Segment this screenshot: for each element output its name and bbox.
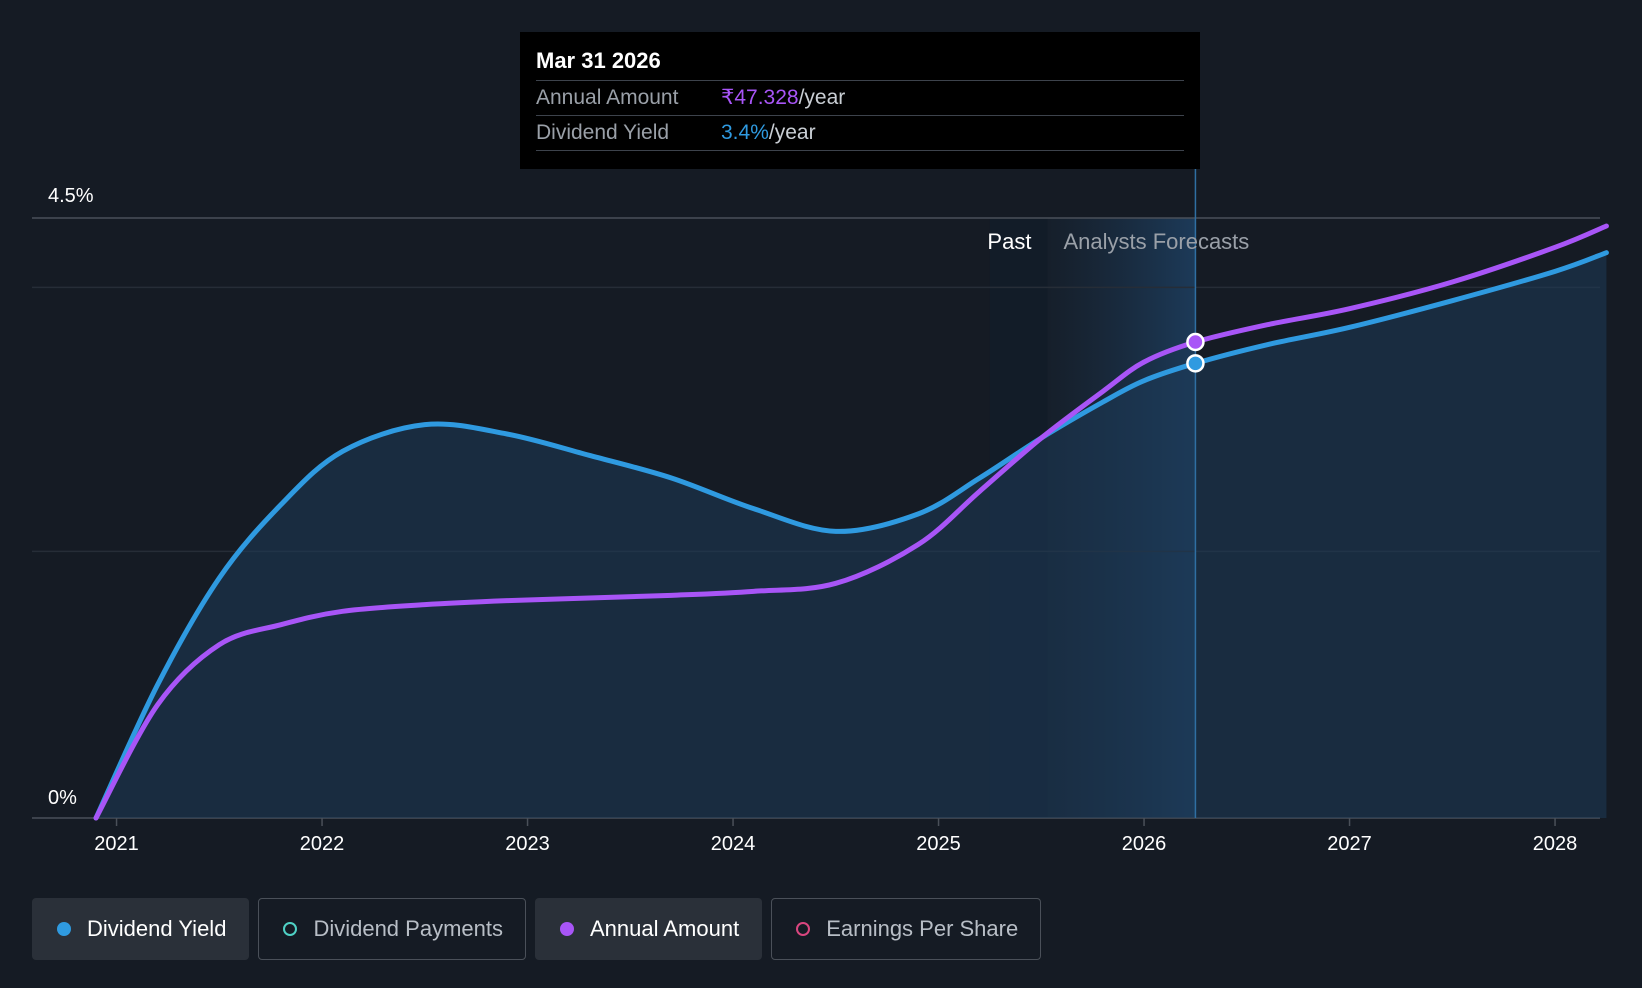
x-tick-label: 2021	[94, 833, 139, 855]
tooltip-row-dividend-yield: Dividend Yield 3.4% /year	[536, 115, 1184, 151]
tooltip-date: Mar 31 2026	[536, 48, 661, 73]
tooltip-label: Annual Amount	[536, 86, 679, 109]
legend-dividend-payments[interactable]: Dividend Payments	[258, 898, 526, 960]
legend-annual-amount[interactable]: Annual Amount	[534, 898, 763, 960]
x-tick-label: 2028	[1533, 833, 1578, 855]
x-tick-label: 2026	[1122, 833, 1167, 855]
legend-label: Dividend Yield	[87, 916, 227, 941]
x-tick-label: 2022	[300, 833, 345, 855]
legend-label: Annual Amount	[589, 916, 740, 941]
tooltip: Mar 31 2026 Annual Amount ₹47.328 /year …	[520, 32, 1200, 169]
y-tick-label-top: 4.5%	[48, 185, 94, 207]
tooltip-label: Dividend Yield	[536, 121, 670, 144]
x-axis: 2021 2022 2023 2024 2025 2026 2027 2028	[94, 818, 1577, 855]
past-label: Past	[987, 229, 1031, 254]
legend-label: Dividend Payments	[313, 916, 503, 941]
dividend-yield-line	[93, 250, 1609, 821]
tooltip-value: ₹47.328	[721, 86, 799, 109]
legend: Dividend Yield Dividend Payments Annual …	[32, 898, 1042, 960]
legend-label: Earnings Per Share	[826, 916, 1019, 941]
legend-dividend-yield[interactable]: Dividend Yield	[32, 898, 250, 960]
legend-dot-icon	[559, 922, 574, 936]
x-tick-label: 2025	[916, 833, 961, 855]
x-tick-label: 2027	[1327, 833, 1372, 855]
legend-dot-icon	[283, 922, 298, 936]
annual-amount-line	[93, 223, 1609, 821]
x-tick-label: 2024	[711, 833, 756, 855]
x-tick-label: 2023	[505, 833, 550, 855]
dividend-yield-area	[96, 252, 1607, 818]
tooltip-value: 3.4%	[721, 121, 769, 144]
legend-dot-icon	[57, 922, 71, 936]
tooltip-unit: /year	[798, 86, 846, 109]
y-tick-label-bottom: 0%	[48, 787, 77, 809]
legend-earnings-per-share[interactable]: Earnings Per Share	[771, 898, 1042, 960]
forecast-label: Analysts Forecasts	[1063, 229, 1249, 254]
legend-dot-icon	[796, 922, 811, 936]
tooltip-unit: /year	[768, 121, 816, 144]
annual-amount-marker	[1186, 332, 1205, 352]
tooltip-row-annual-amount: Annual Amount ₹47.328 /year	[536, 80, 1184, 115]
dividend-yield-marker	[1186, 354, 1205, 373]
